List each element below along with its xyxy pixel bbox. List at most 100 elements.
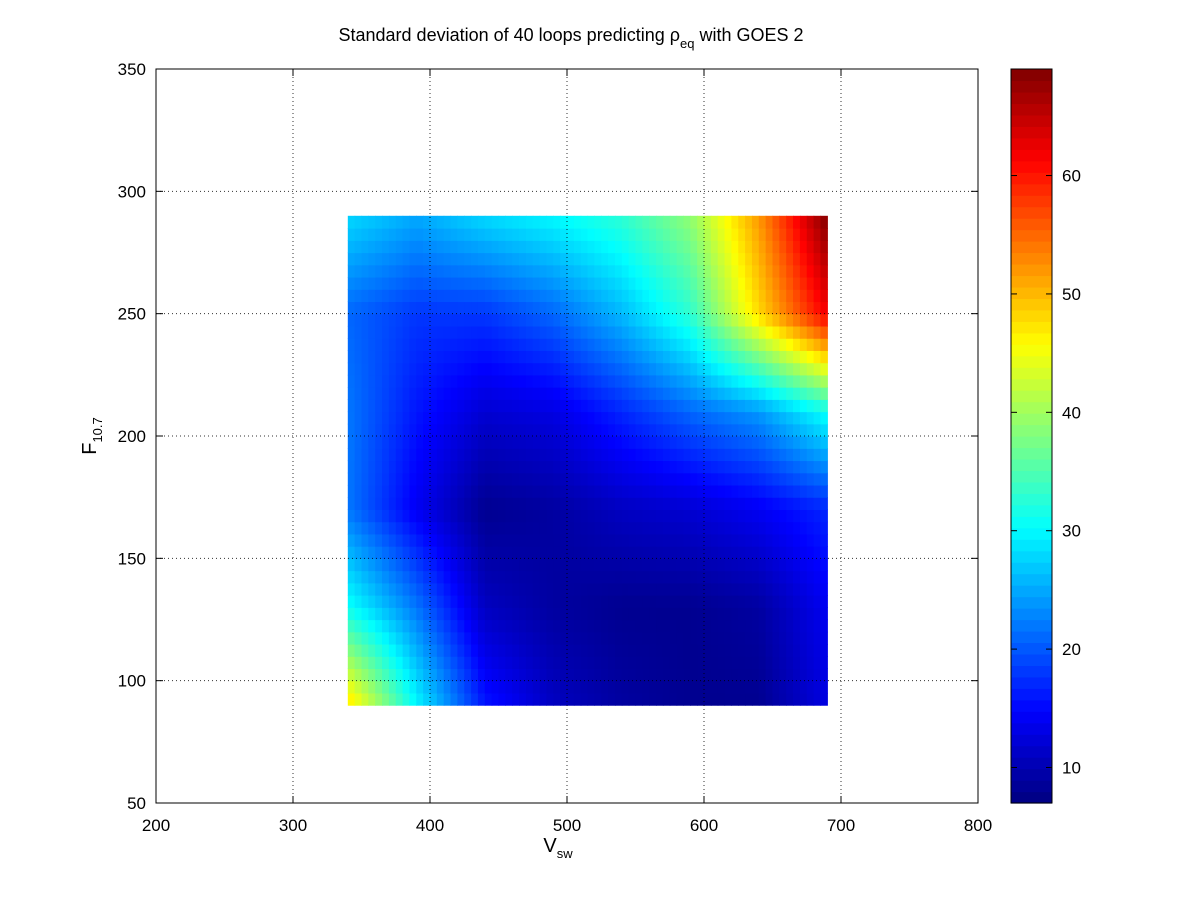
heatmap-cell [683,582,691,596]
heatmap-cell [354,215,363,229]
heatmap-cell [457,619,465,633]
heatmap-cell [347,276,356,290]
heatmap-cell [690,558,698,572]
heatmap-cell [368,399,376,413]
heatmap-cell [477,631,486,645]
heatmap-cell [710,362,719,376]
colorbar-band [1011,745,1052,758]
heatmap-cell [553,643,561,657]
heatmap-cell [347,338,356,351]
heatmap-cell [662,338,671,351]
heatmap-cell [580,374,589,388]
heatmap-cell [745,472,753,486]
heatmap-cell [402,521,411,535]
heatmap-cell [471,436,479,449]
heatmap-cell [382,228,390,241]
heatmap-cell [505,558,513,572]
heatmap-cell [779,399,787,413]
heatmap-cell [457,546,465,559]
heatmap-cell [717,582,726,596]
heatmap-cell [450,289,458,303]
heatmap-cell [498,436,506,449]
heatmap-cell [786,228,794,241]
heatmap-cell [662,252,671,266]
heatmap-cell [539,582,548,596]
heatmap-cell [724,362,732,376]
heatmap-cell [560,631,568,645]
heatmap-cell [724,240,732,254]
heatmap-cell [813,399,822,413]
heatmap-cell [745,631,753,645]
heatmap-cell [820,570,828,584]
heatmap-cell [662,460,671,474]
heatmap-cell [676,215,685,229]
heatmap-cell [354,582,363,596]
heatmap-cell [457,215,465,229]
heatmap-cell [388,619,397,633]
heatmap-cell [676,313,685,327]
heatmap-cell [347,228,356,241]
heatmap-cell [813,656,822,670]
heatmap-cell [731,313,739,327]
heatmap-cell [745,399,753,413]
heatmap-cell [560,533,568,547]
heatmap-cell [662,472,671,486]
heatmap-cell [587,460,595,474]
heatmap-cell [560,411,568,425]
heatmap-cell [587,570,595,584]
heatmap-cell [382,631,390,645]
heatmap-cell [669,497,678,510]
heatmap-cell [772,362,780,376]
heatmap-cell [512,411,520,425]
heatmap-cell [375,313,383,327]
heatmap-cell [484,680,493,694]
heatmap-cell [621,228,630,241]
heatmap-cell [347,387,356,400]
heatmap-cell [567,521,575,535]
heatmap-cell [669,301,678,315]
heatmap-cell [601,643,609,657]
heatmap-cell [354,374,363,388]
heatmap-cell [669,423,678,437]
heatmap-cell [471,497,479,510]
heatmap-cell [416,692,424,706]
heatmap-cell [635,325,643,339]
heatmap-cell [608,668,616,682]
heatmap-cell [745,264,753,278]
heatmap-cell [361,276,369,290]
heatmap-cell [354,509,363,523]
heatmap-cell [765,252,774,266]
heatmap-cell [553,582,561,596]
heatmap-cell [423,215,431,229]
heatmap-cell [409,252,417,266]
heatmap-cell [731,252,739,266]
heatmap-cell [450,350,458,364]
heatmap-cell [347,533,356,547]
heatmap-cell [525,558,534,572]
heatmap-cell [614,374,623,388]
heatmap-cell [388,595,397,608]
heatmap-cell [621,399,630,413]
heatmap-cell [375,436,383,449]
heatmap-cell [704,313,712,327]
heatmap-cell [594,289,602,303]
heatmap-cell [484,607,493,621]
heatmap-cell [491,374,500,388]
heatmap-cell [793,276,801,290]
heatmap-cell [361,215,369,229]
heatmap-cell [690,264,698,278]
heatmap-cell [642,313,650,327]
heatmap-cell [567,215,575,229]
heatmap-cell [594,215,602,229]
heatmap-cell [519,252,527,266]
heatmap-cell [635,484,643,498]
heatmap-cell [614,313,623,327]
heatmap-cell [388,350,397,364]
heatmap-cell [512,631,520,645]
heatmap-cell [484,228,493,241]
heatmap-cell [690,399,698,413]
heatmap-cell [505,582,513,596]
heatmap-cell [758,631,767,645]
heatmap-cell [450,276,458,290]
heatmap-cell [799,399,808,413]
